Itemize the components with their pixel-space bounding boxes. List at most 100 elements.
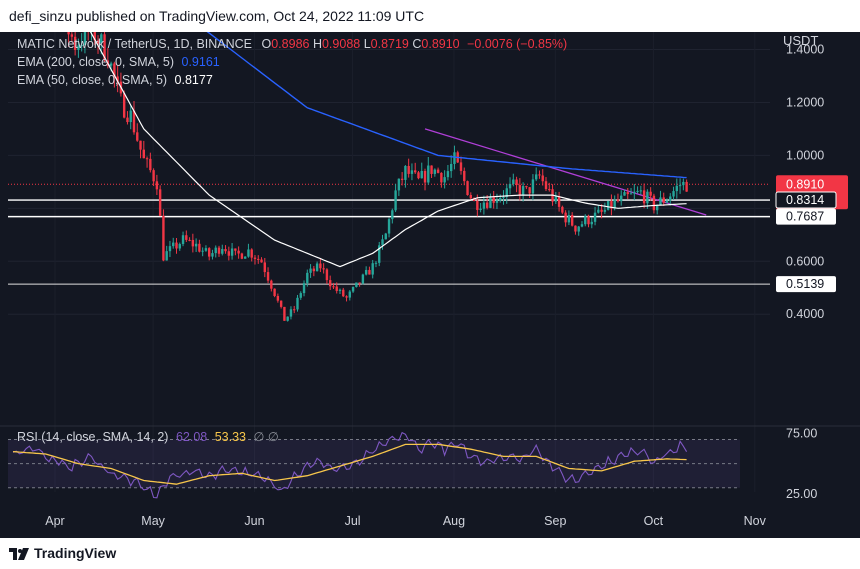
candle-body (273, 288, 276, 296)
candle-body (531, 179, 535, 194)
candle-body (142, 149, 145, 159)
candle-body (463, 170, 466, 182)
candle-body (479, 208, 482, 210)
candle-body (587, 216, 590, 225)
candle-body (155, 181, 159, 190)
candle-body (528, 187, 531, 194)
symbol-name: MATIC Network / TetherUS, 1D, BINANCE (17, 37, 253, 51)
candle-body (358, 282, 361, 284)
candle-body (361, 274, 365, 284)
candle-body (325, 269, 329, 281)
candle-body (423, 170, 427, 183)
candle-body (682, 181, 685, 186)
month-label: Jul (345, 514, 361, 528)
chart-area[interactable]: 1.40001.20001.00000.60000.40000.891012:5… (0, 32, 860, 538)
tradingview-logo-icon (9, 547, 29, 560)
time-axis: Apr May Jun Jul Aug Sep Oct Nov (45, 514, 766, 528)
candle-body (564, 212, 567, 223)
candle-body (237, 250, 240, 254)
ema50-label: EMA (50, close, 0, SMA, 5) (17, 73, 168, 87)
candle-body (230, 248, 234, 256)
candle-body (561, 206, 564, 213)
candle-body (217, 247, 221, 254)
candle-body (83, 32, 87, 46)
candle-body (636, 190, 639, 192)
price-tick-label: 0.4000 (786, 307, 824, 321)
candle-body (685, 181, 688, 192)
candle-body (240, 253, 244, 259)
candle-body (319, 263, 322, 269)
currency-label: USDT (783, 33, 818, 48)
low-label: L (363, 37, 371, 51)
candle-body (188, 239, 191, 241)
rsi-ma-value: 53.33 (214, 430, 246, 444)
candle-body (296, 297, 299, 310)
month-label: May (141, 514, 165, 528)
candle-body (332, 286, 335, 288)
candle-body (443, 177, 446, 183)
level-badge (776, 276, 836, 293)
rsi-value: 62.08 (175, 430, 208, 444)
price-axis: 1.40001.20001.00000.60000.40000.891012:5… (775, 43, 848, 501)
candle-body (649, 191, 652, 196)
candle-body (204, 248, 208, 251)
close-value: 0.8910 (421, 37, 460, 51)
candle-body (162, 215, 165, 261)
candle-body (293, 309, 296, 311)
moving-averages (89, 32, 687, 268)
candle-body (348, 291, 352, 298)
candle-body (525, 186, 528, 188)
candle-body (453, 152, 456, 164)
candle-body (103, 34, 106, 61)
candle-body (243, 256, 247, 259)
candle-body (557, 196, 561, 207)
candle-body (198, 243, 201, 252)
candle-body (675, 185, 679, 192)
candle-body (678, 185, 682, 187)
candle-body (283, 306, 286, 321)
candle-body (433, 169, 437, 174)
level-label: 0.5139 (786, 277, 824, 291)
price-tick-label: 1.4000 (786, 43, 824, 57)
candle-body (639, 190, 643, 192)
candle-body (136, 132, 139, 141)
candle-body (168, 246, 172, 252)
candle-body (515, 179, 518, 186)
candle-body (338, 289, 342, 291)
candle-body (417, 172, 420, 179)
candle-body (221, 249, 224, 254)
candle-body (593, 212, 597, 222)
candle-body (472, 198, 476, 201)
high-label: H (312, 37, 322, 51)
candle-body (613, 199, 616, 209)
candle-body (570, 215, 574, 226)
candle-body (328, 280, 332, 287)
month-label: Nov (744, 514, 767, 528)
candle-body (541, 175, 544, 182)
candle-body (574, 225, 577, 232)
candle-body (633, 191, 636, 194)
candle-body (404, 165, 407, 180)
candle-body (384, 233, 387, 240)
candle-body (67, 32, 70, 35)
tradingview-logo[interactable]: TradingView (9, 538, 116, 569)
candle-body (642, 190, 646, 204)
candle-body (449, 163, 453, 172)
price-tick-label: 0.6000 (786, 254, 824, 268)
candle-body (70, 34, 74, 37)
candle-body (289, 309, 293, 317)
candle-body (77, 45, 80, 50)
candle-body (214, 247, 217, 254)
candle-body (652, 195, 656, 211)
candle-body (623, 192, 626, 196)
candle-body (152, 170, 155, 182)
candle-body (172, 242, 175, 247)
candle-body (606, 201, 610, 210)
candle-body (567, 215, 571, 223)
candle-body (132, 110, 136, 133)
candle-body (469, 195, 472, 199)
candle-body (659, 197, 662, 205)
candle-body (508, 183, 512, 189)
candle-body (364, 269, 368, 275)
candle-body (655, 204, 659, 211)
